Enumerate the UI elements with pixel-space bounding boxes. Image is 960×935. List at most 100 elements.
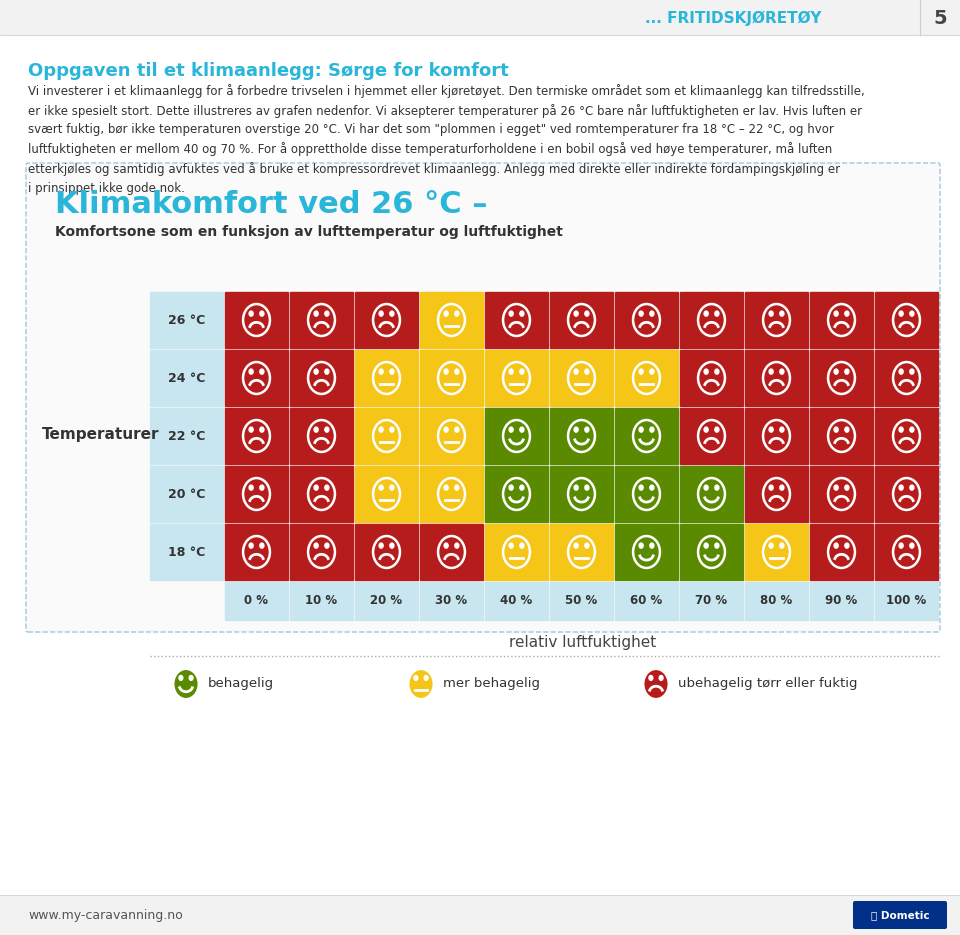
Ellipse shape [780, 485, 784, 490]
Ellipse shape [455, 311, 459, 316]
Ellipse shape [455, 369, 459, 374]
Ellipse shape [780, 427, 784, 432]
Ellipse shape [704, 485, 708, 490]
Ellipse shape [715, 311, 719, 316]
Ellipse shape [379, 311, 383, 316]
Ellipse shape [424, 675, 428, 681]
Text: 50 %: 50 % [565, 595, 598, 608]
Text: 26 °C: 26 °C [168, 313, 205, 326]
Bar [745, 582, 808, 620]
Bar [615, 350, 678, 406]
Ellipse shape [893, 362, 920, 394]
Bar [550, 292, 613, 348]
Bar [290, 582, 353, 620]
Ellipse shape [828, 420, 855, 452]
Ellipse shape [444, 311, 448, 316]
Ellipse shape [503, 536, 530, 568]
Ellipse shape [845, 311, 849, 316]
Ellipse shape [650, 311, 654, 316]
Bar [550, 582, 613, 620]
Ellipse shape [324, 427, 329, 432]
Ellipse shape [373, 536, 400, 568]
Text: Vi investerer i et klimaanlegg for å forbedre trivselen i hjemmet eller kjøretøy: Vi investerer i et klimaanlegg for å for… [28, 84, 865, 195]
Ellipse shape [763, 478, 790, 510]
Bar [745, 524, 808, 580]
Ellipse shape [639, 543, 643, 548]
Text: Temperaturer: Temperaturer [42, 427, 159, 442]
Bar [225, 292, 288, 348]
Text: 60 %: 60 % [631, 595, 662, 608]
Bar [745, 292, 808, 348]
Bar [680, 582, 743, 620]
Ellipse shape [243, 362, 270, 394]
Bar [225, 466, 288, 522]
Bar [0, 895, 960, 935]
Ellipse shape [260, 311, 264, 316]
Ellipse shape [698, 362, 725, 394]
Ellipse shape [455, 543, 459, 548]
Text: 24 °C: 24 °C [168, 371, 205, 384]
Ellipse shape [520, 543, 524, 548]
Ellipse shape [633, 478, 660, 510]
Ellipse shape [769, 543, 773, 548]
Ellipse shape [509, 543, 514, 548]
Ellipse shape [249, 543, 253, 548]
Ellipse shape [845, 369, 849, 374]
Ellipse shape [769, 485, 773, 490]
Bar [680, 524, 743, 580]
Ellipse shape [438, 478, 465, 510]
Ellipse shape [574, 427, 578, 432]
FancyBboxPatch shape [26, 163, 940, 632]
Bar [550, 524, 613, 580]
Ellipse shape [379, 485, 383, 490]
Bar [680, 292, 743, 348]
Text: ... FRITIDSKJØRETØY: ... FRITIDSKJØRETØY [645, 10, 822, 25]
Ellipse shape [568, 478, 595, 510]
Bar [875, 292, 938, 348]
Ellipse shape [509, 427, 514, 432]
Bar [420, 466, 483, 522]
Ellipse shape [828, 362, 855, 394]
Ellipse shape [834, 311, 838, 316]
Ellipse shape [780, 543, 784, 548]
Ellipse shape [715, 485, 719, 490]
Text: ubehagelig tørr eller fuktig: ubehagelig tørr eller fuktig [678, 678, 857, 691]
Ellipse shape [910, 543, 914, 548]
Ellipse shape [438, 362, 465, 394]
Ellipse shape [698, 304, 725, 336]
Ellipse shape [828, 304, 855, 336]
Ellipse shape [910, 427, 914, 432]
Text: 22 °C: 22 °C [168, 429, 205, 442]
Bar [420, 408, 483, 464]
Bar [615, 408, 678, 464]
Ellipse shape [373, 304, 400, 336]
Bar [420, 524, 483, 580]
Text: 0 %: 0 % [245, 595, 269, 608]
Text: 70 %: 70 % [695, 595, 728, 608]
Bar [810, 292, 873, 348]
Text: behagelig: behagelig [208, 678, 275, 691]
Text: 80 %: 80 % [760, 595, 793, 608]
Ellipse shape [704, 543, 708, 548]
Text: 10 %: 10 % [305, 595, 338, 608]
Ellipse shape [639, 485, 643, 490]
Bar [615, 582, 678, 620]
Ellipse shape [893, 420, 920, 452]
Bar [290, 292, 353, 348]
Ellipse shape [324, 311, 329, 316]
Ellipse shape [900, 543, 903, 548]
Bar [290, 350, 353, 406]
Bar [875, 524, 938, 580]
Ellipse shape [769, 369, 773, 374]
Ellipse shape [503, 478, 530, 510]
Ellipse shape [390, 369, 394, 374]
Ellipse shape [390, 427, 394, 432]
Ellipse shape [314, 543, 318, 548]
Ellipse shape [379, 369, 383, 374]
Ellipse shape [585, 369, 588, 374]
Bar [485, 408, 548, 464]
Ellipse shape [704, 369, 708, 374]
Ellipse shape [249, 369, 253, 374]
Bar [150, 292, 223, 348]
Ellipse shape [308, 362, 335, 394]
